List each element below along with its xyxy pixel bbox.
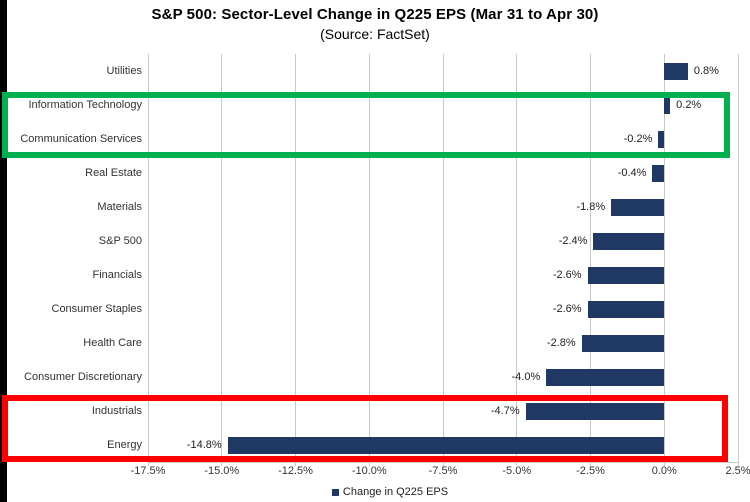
gridline--2.5 [590,54,591,466]
gridline--12.5 [295,54,296,466]
bar-utilities [664,62,688,80]
legend-marker-square [331,488,339,496]
data-label-materials: -1.8% [576,201,606,213]
x-tick-label--17.5: -17.5% [130,465,166,477]
legend-label: Change in Q225 EPS [342,486,449,498]
red-highlight-box [2,395,728,462]
x-tick-label--5: -5.0% [502,465,532,477]
x-tick-label-2.5: 2.5% [725,465,750,477]
x-tick-label--7.5: -7.5% [428,465,458,477]
chart-title: S&P 500: Sector-Level Change in Q225 EPS… [151,6,599,23]
data-label-consumer-staples: -2.6% [552,303,582,315]
category-label-materials: Materials [97,201,142,213]
category-label-financials: Financials [92,269,142,281]
gridline-2.5 [737,54,739,466]
bar-energy [227,436,665,454]
category-label-consumer-staples: Consumer Staples [51,303,143,315]
bar-information-technology [664,96,671,114]
category-label-s-p-500: S&P 500 [98,235,142,247]
legend: Change in Q225 EPS [0,484,750,500]
gridline--10 [368,54,370,466]
x-tick-label--10: -10.0% [351,465,387,477]
category-label-real-estate: Real Estate [85,167,142,179]
green-highlight-box [2,92,730,158]
category-label-communication-services: Communication Services [20,133,142,145]
data-label-communication-services: -0.2% [623,133,653,145]
category-label-utilities: Utilities [106,65,142,77]
bar-communication-services [658,130,665,148]
gridline--7.5 [442,54,444,466]
x-tick-label-0: 0.0% [651,465,677,477]
data-label-health-care: -2.8% [546,337,576,349]
data-label-energy: -14.8% [186,439,222,451]
gridline--15 [221,54,223,466]
plot-area [147,54,739,466]
gridline--5 [516,54,518,466]
data-label-information-technology: 0.2% [676,99,702,111]
data-label-financials: -2.6% [552,269,582,281]
bar-s-p-500 [593,232,665,250]
bar-consumer-staples [587,300,665,318]
category-label-industrials: Industrials [91,405,142,417]
data-label-utilities: 0.8% [693,65,719,77]
left-black-border [0,0,7,502]
data-label-s-p-500: -2.4% [558,235,588,247]
bar-industrials [525,402,665,420]
x-tick-label--15: -15.0% [204,465,240,477]
category-label-energy: Energy [107,439,142,451]
data-label-industrials: -4.7% [490,405,520,417]
bar-financials [587,266,665,284]
category-label-health-care: Health Care [83,337,142,349]
x-tick-label--2.5: -2.5% [576,465,605,477]
category-label-consumer-discretionary: Consumer Discretionary [24,371,142,383]
chart-subtitle: (Source: FactSet) [320,26,430,42]
category-label-information-technology: Information Technology [28,99,142,111]
x-tick-label--12.5: -12.5% [278,465,313,477]
bar-materials [611,198,665,216]
gridline-0 [663,54,665,466]
gridline--17.5 [147,54,149,466]
bar-real-estate [652,164,665,182]
bar-consumer-discretionary [546,368,665,386]
bar-health-care [581,334,665,352]
data-label-real-estate: -0.4% [617,167,647,179]
data-label-consumer-discretionary: -4.0% [511,371,541,383]
